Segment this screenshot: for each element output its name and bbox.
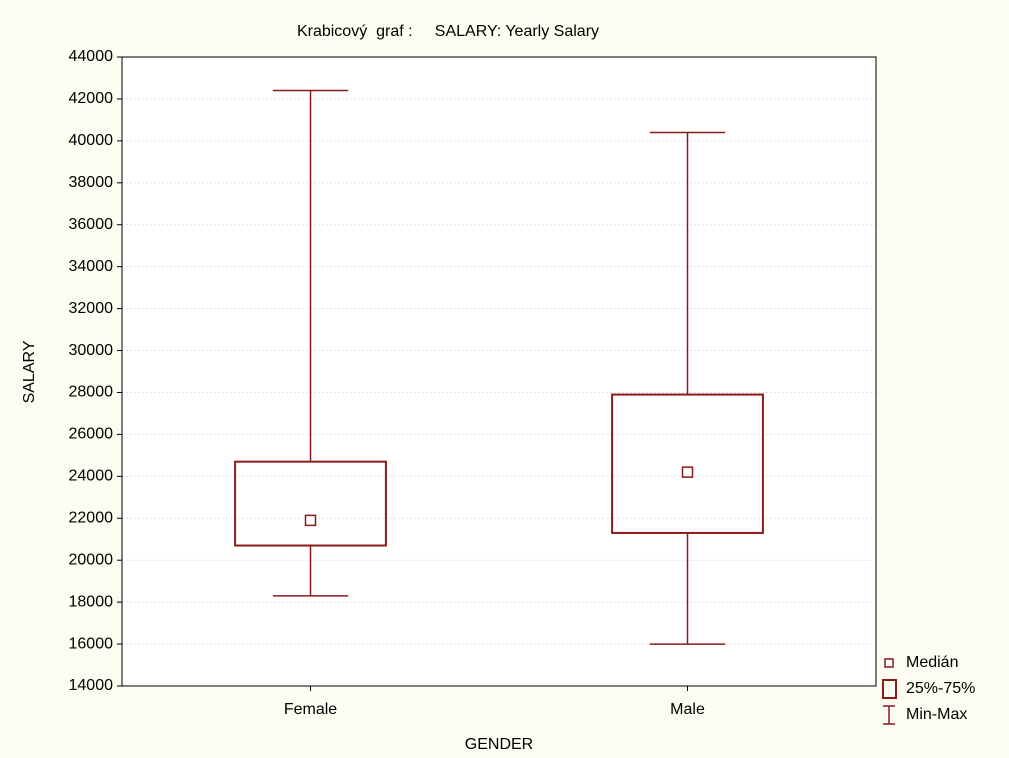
box <box>234 460 387 547</box>
y-axis-label: SALARY <box>21 340 38 403</box>
plot-frame <box>121 56 877 687</box>
y-tick-label: 30000 <box>69 342 114 359</box>
y-tick-label: 28000 <box>69 384 114 401</box>
x-axis-label: GENDER <box>465 736 533 753</box>
legend-label: Min-Max <box>906 706 967 723</box>
y-tick-label: 20000 <box>69 551 114 568</box>
y-tick-label: 44000 <box>69 48 114 65</box>
y-tick-label: 38000 <box>69 174 114 191</box>
y-tick-label: 24000 <box>69 468 114 485</box>
plot-area <box>122 57 876 686</box>
y-tick-label: 40000 <box>69 132 114 149</box>
legend-median-icon <box>884 658 894 668</box>
y-tick-label: 14000 <box>69 677 114 694</box>
x-tick-label: Male <box>670 701 705 718</box>
x-tick-label: Female <box>284 701 337 718</box>
legend-label: Medián <box>906 654 958 671</box>
box <box>611 393 764 534</box>
median <box>681 466 694 478</box>
median <box>304 514 317 527</box>
y-tick-label: 16000 <box>69 635 114 652</box>
legend-label: 25%-75% <box>906 680 975 697</box>
y-tick-label: 22000 <box>69 509 114 526</box>
y-tick-label: 18000 <box>69 593 114 610</box>
chart-title: Krabicový graf : SALARY: Yearly Salary <box>297 23 599 40</box>
y-tick-label: 26000 <box>69 426 114 443</box>
legend-box-icon <box>882 679 897 699</box>
y-tick-label: 42000 <box>69 90 114 107</box>
y-tick-label: 34000 <box>69 258 114 275</box>
y-tick-label: 36000 <box>69 216 114 233</box>
y-tick-label: 32000 <box>69 300 114 317</box>
